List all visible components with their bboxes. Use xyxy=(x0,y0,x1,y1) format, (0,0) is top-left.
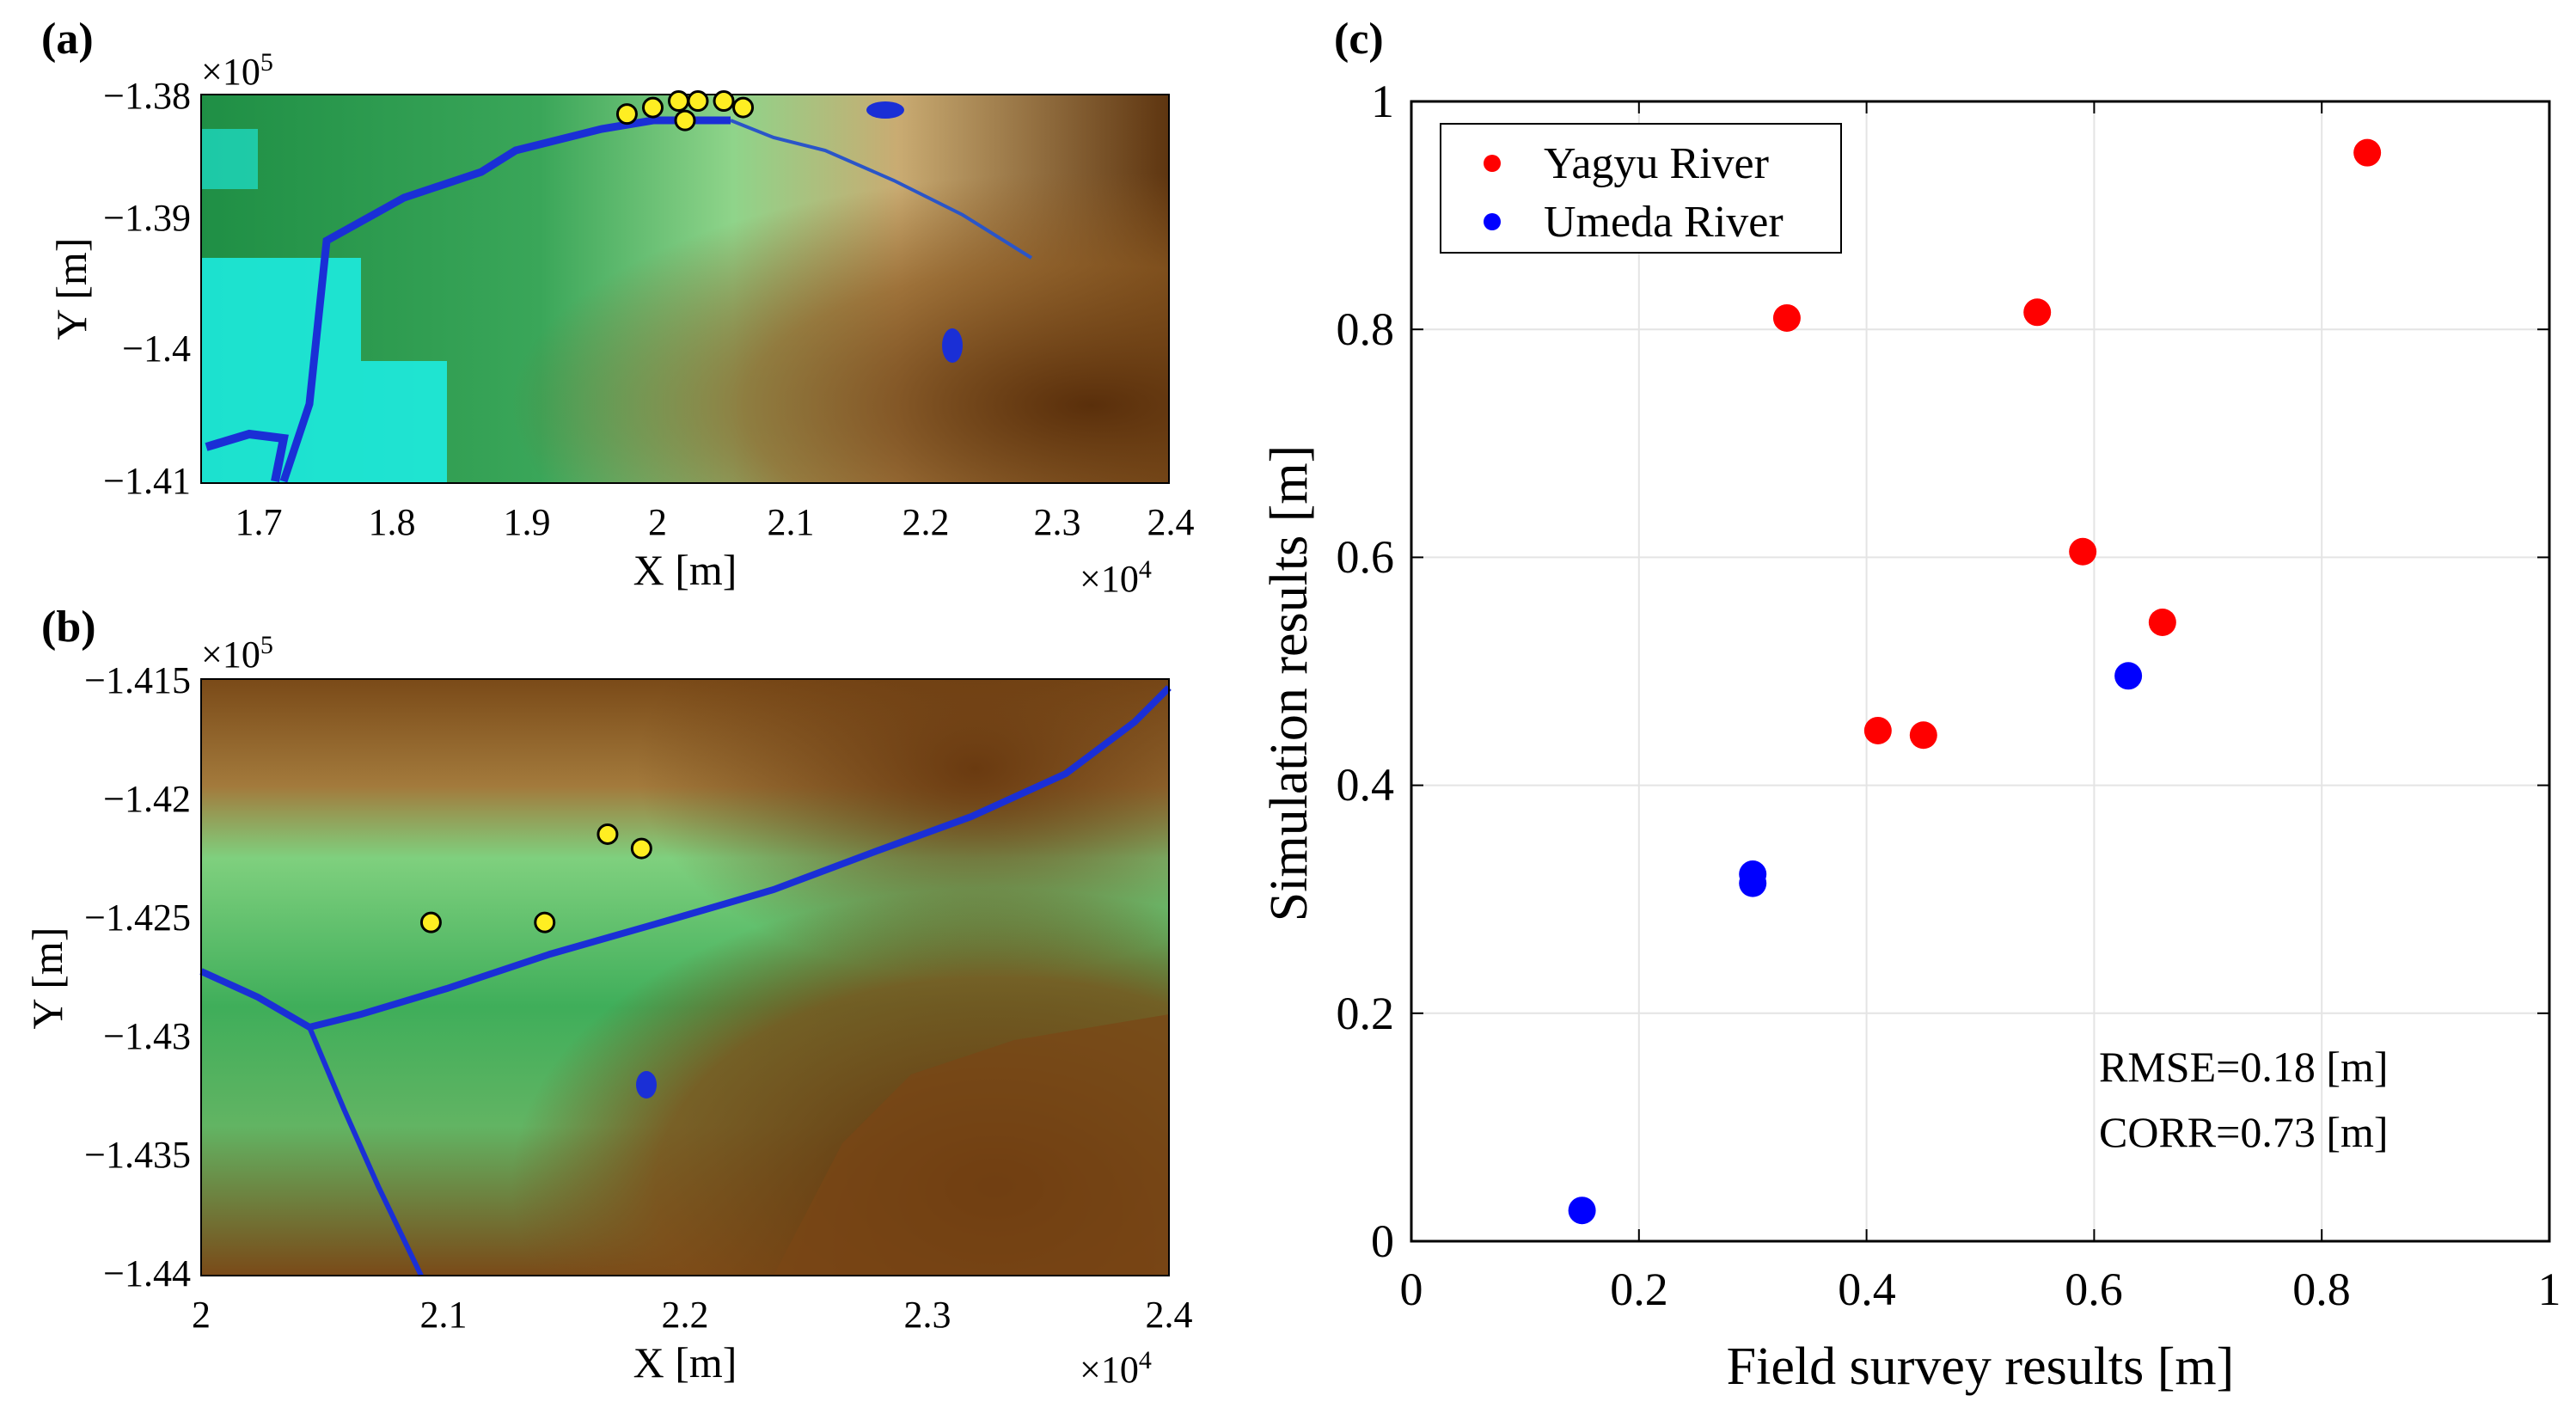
map-a-xtick: 2.1 xyxy=(768,501,815,543)
scatter-point-yagyu xyxy=(2023,298,2052,327)
scatter-ytick: 0.2 xyxy=(1337,988,1395,1039)
scatter-xtick: 0.6 xyxy=(2065,1264,2123,1315)
scatter-xtick: 0 xyxy=(1400,1264,1423,1315)
scatter-ylabel: Simulation results [m] xyxy=(1260,445,1319,922)
map-b-ytick: −1.43 xyxy=(103,1015,191,1057)
map-b-xtick: 2.3 xyxy=(904,1294,951,1336)
map-a-y-exponent: ×105 xyxy=(201,48,273,93)
map-b-river-2 xyxy=(307,1025,424,1277)
panel-a: (a) −1.38 −1.39 −1.4 −1.41 ×105 Y [m] 1.… xyxy=(41,15,1195,600)
survey-point-marker xyxy=(687,90,709,113)
map-a-urban-area xyxy=(201,258,447,483)
survey-point-marker xyxy=(630,837,652,860)
scatter-legend: Yagyu River Umeda River xyxy=(1440,123,1842,254)
scatter-point-yagyu xyxy=(2353,138,2382,167)
map-b-ylabel: Y [m] xyxy=(23,927,71,1030)
survey-point-marker xyxy=(419,911,442,933)
map-b-pond xyxy=(636,1071,657,1099)
scatter-ytick: 0 xyxy=(1371,1215,1394,1267)
map-b-ytick: −1.44 xyxy=(103,1252,191,1295)
scatter-point-yagyu xyxy=(2069,537,2097,566)
map-a-ytick: −1.41 xyxy=(103,460,191,502)
map-a-ylabel: Y [m] xyxy=(47,238,95,340)
map-a-ytick: −1.39 xyxy=(103,197,191,239)
map-b-xtick: 2.1 xyxy=(420,1294,468,1336)
map-a-xtick: 1.8 xyxy=(369,501,416,543)
map-a-x-exponent: ×104 xyxy=(1080,555,1152,600)
panel-b-label: (b) xyxy=(41,603,96,652)
survey-point-marker xyxy=(615,103,638,125)
scatter-ytick: 1 xyxy=(1371,76,1394,127)
map-b-ytick: −1.42 xyxy=(103,778,191,820)
panel-c: (c) 0 0.2 0.4 0.6 0.8 1 0 0.2 0.4 0.6 0.… xyxy=(1260,15,2561,1396)
map-a-xtick: 2 xyxy=(648,501,667,543)
map-b-survey-points xyxy=(419,823,652,933)
scatter-xtick: 1 xyxy=(2538,1264,2561,1315)
map-a xyxy=(200,90,1170,484)
scatter-xtick: 0.8 xyxy=(2292,1264,2351,1315)
scatter-point-yagyu xyxy=(2148,608,2176,636)
scatter-ytick: 0.4 xyxy=(1337,759,1395,811)
map-a-river xyxy=(730,119,1033,260)
scatter-point-umeda xyxy=(2114,662,2143,690)
scatter-plot-area xyxy=(1411,101,2549,1241)
map-a-pond xyxy=(942,328,963,363)
survey-point-marker xyxy=(597,823,619,845)
map-b-ytick: −1.435 xyxy=(84,1134,191,1176)
map-a-ytick: −1.38 xyxy=(103,75,191,117)
rmse-annotation: RMSE=0.18 [m] xyxy=(2099,1043,2389,1091)
survey-point-marker xyxy=(667,90,689,113)
scatter-axes-frame xyxy=(1410,100,2551,1243)
scatter-point-yagyu xyxy=(1863,716,1892,744)
legend-marker-umeda xyxy=(1484,213,1501,230)
corr-annotation: CORR=0.73 [m] xyxy=(2099,1108,2389,1156)
map-a-urban-area-2 xyxy=(201,129,258,189)
map-b-xlabel: X [m] xyxy=(633,1338,737,1386)
map-a-xtick: 2.4 xyxy=(1147,501,1195,543)
map-b-xtick: 2.4 xyxy=(1146,1294,1193,1336)
scatter-point-yagyu xyxy=(1909,721,1937,750)
map-b-highland xyxy=(774,1014,1169,1276)
scatter-xtick: 0.4 xyxy=(1838,1264,1896,1315)
map-a-xtick: 1.7 xyxy=(236,501,283,543)
scatter-point-umeda xyxy=(1739,869,1767,897)
legend-marker-yagyu xyxy=(1484,155,1501,172)
map-a-xtick: 2.3 xyxy=(1034,501,1081,543)
map-a-xtick: 1.9 xyxy=(504,501,551,543)
map-b-y-exponent: ×105 xyxy=(201,631,273,676)
scatter-xtick: 0.2 xyxy=(1610,1264,1668,1315)
survey-point-marker xyxy=(641,96,664,119)
map-b-ytick: −1.415 xyxy=(84,659,191,701)
map-b xyxy=(199,678,1172,1277)
scatter-point-yagyu xyxy=(1772,303,1801,332)
panel-a-label: (a) xyxy=(41,15,94,64)
scatter-chart xyxy=(1410,100,2551,1243)
map-b-xtick: 2 xyxy=(192,1294,211,1336)
map-a-survey-points xyxy=(615,90,755,132)
scatter-ytick: 0.8 xyxy=(1337,303,1395,355)
map-b-x-exponent: ×104 xyxy=(1080,1346,1152,1391)
survey-point-marker xyxy=(713,90,735,113)
survey-point-marker xyxy=(674,109,696,132)
scatter-ytick: 0.6 xyxy=(1337,531,1395,583)
map-a-ytick: −1.4 xyxy=(122,327,191,370)
legend-label-umeda: Umeda River xyxy=(1544,198,1784,247)
panel-c-label: (c) xyxy=(1334,15,1384,64)
map-b-xtick: 2.2 xyxy=(662,1294,709,1336)
map-b-ytick: −1.425 xyxy=(84,897,191,939)
map-a-pond-2 xyxy=(866,101,904,119)
map-a-xlabel: X [m] xyxy=(633,546,737,594)
survey-point-marker xyxy=(534,911,556,933)
map-a-river-2 xyxy=(205,429,289,482)
map-b-frame xyxy=(200,678,1170,1276)
scatter-point-umeda xyxy=(1568,1197,1596,1225)
panel-b: (b) −1.415 −1.42 −1.425 −1.43 −1.435 −1.… xyxy=(23,603,1193,1391)
legend-label-yagyu: Yagyu River xyxy=(1544,139,1769,188)
survey-point-marker xyxy=(732,96,755,119)
map-a-xtick: 2.2 xyxy=(903,501,950,543)
scatter-xlabel: Field survey results [m] xyxy=(1727,1337,2235,1396)
map-a-canal xyxy=(279,116,731,483)
legend-box xyxy=(1440,123,1842,254)
